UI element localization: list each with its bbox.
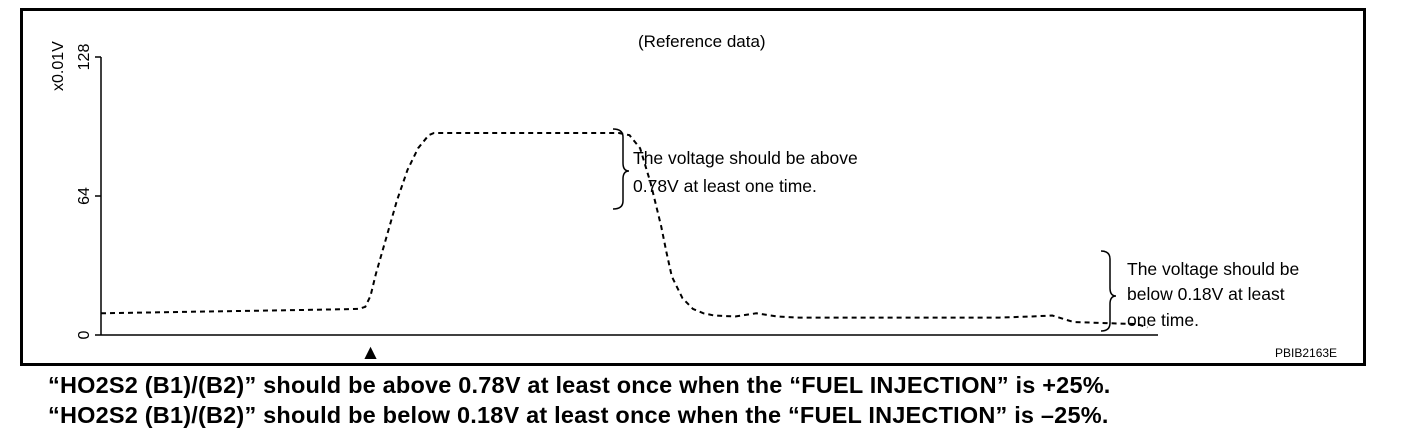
lower-annotation-line-1: The voltage should be — [1127, 259, 1299, 279]
lower-annotation-line-3: one time. — [1127, 310, 1199, 330]
series-line — [100, 132, 1148, 329]
chart-axes: x0.01V — [50, 41, 1158, 336]
upper-annotation-line-1: The voltage should be above — [633, 148, 858, 168]
upper-annotation-line-2: 0.78V at least one time. — [633, 176, 817, 196]
caption-line-2: “HO2S2 (B1)/(B2)” should be below 0.18V … — [48, 402, 1109, 428]
reference-label: (Reference data) — [638, 32, 766, 51]
upper-brace — [612, 128, 630, 210]
lower-brace — [1100, 250, 1117, 332]
y-axis-label: x0.01V — [50, 41, 67, 91]
y-tick-label: 0 — [76, 330, 93, 339]
lower-annotation-line-2: below 0.18V at least — [1127, 284, 1285, 304]
trigger-marker-icon: ▲ — [364, 342, 377, 361]
figure-code: PBIB2163E — [1275, 346, 1337, 360]
y-tick-label: 64 — [76, 187, 93, 205]
y-tick-label: 128 — [76, 44, 93, 71]
y-tick-group: 0 64 128 — [76, 44, 101, 339]
chart-frame: x0.01V 0 64 128 (Reference data) The volta… — [20, 8, 1366, 366]
caption-line-1: “HO2S2 (B1)/(B2)” should be above 0.78V … — [48, 372, 1111, 398]
voltage-chart: x0.01V 0 64 128 (Reference data) The volta… — [50, 32, 1337, 361]
